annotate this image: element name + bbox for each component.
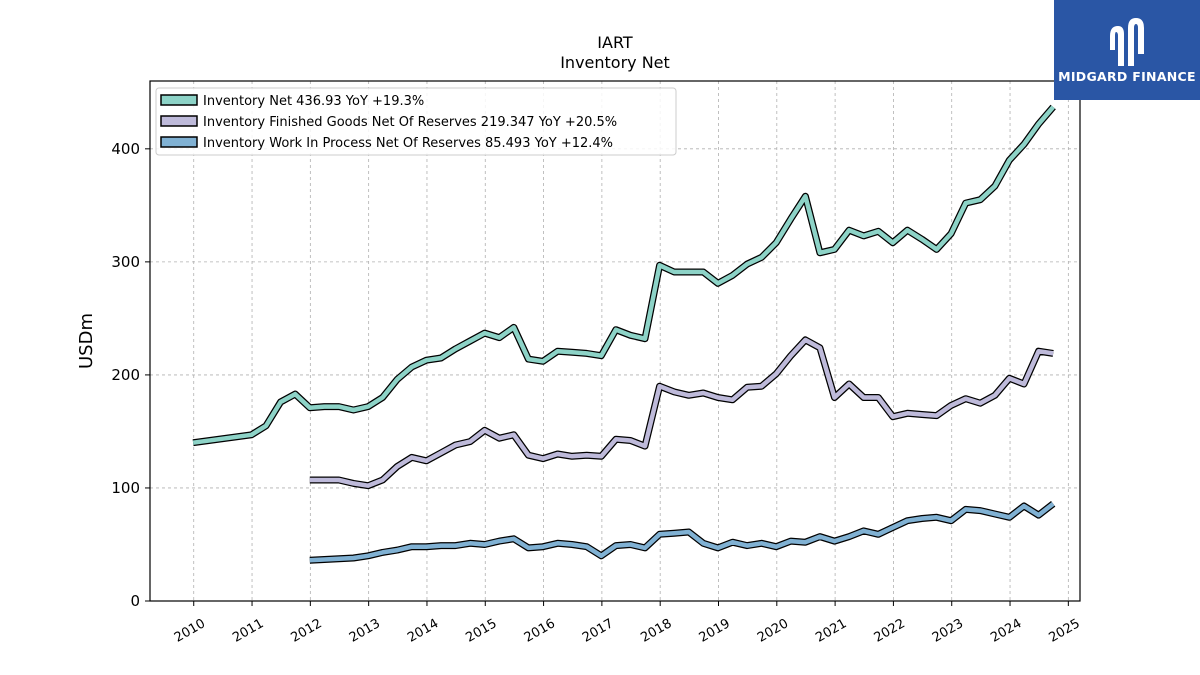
x-tick-label: 2015 [463, 616, 499, 646]
y-tick-label: 400 [111, 140, 140, 158]
x-tick-label: 2024 [988, 616, 1024, 646]
x-tick-label: 2025 [1047, 616, 1083, 646]
series-line-1 [309, 337, 1054, 488]
x-tick-label: 2012 [289, 616, 325, 646]
ticks: 2010 2011 2012 2013 2014 2015 2016 2017 2018 2019… [111, 140, 1082, 646]
chart-title: IART [597, 33, 633, 52]
legend-swatch-2 [160, 136, 198, 148]
x-tick-label: 2018 [638, 616, 674, 646]
x-tick-label: 2014 [405, 616, 441, 646]
x-tick-label: 2017 [580, 616, 616, 646]
y-axis-label: USDm [76, 313, 97, 369]
x-tick-label: 2011 [230, 616, 266, 646]
y-tick-label: 200 [111, 366, 140, 384]
legend-box [155, 87, 677, 156]
legend-label-2: Inventory Work In Process Net Of Reserve… [203, 136, 613, 151]
legend-swatch-1 [160, 115, 198, 127]
series-layer [192, 104, 1056, 564]
series-line-0 [192, 105, 1055, 445]
legend-swatch-0 [160, 94, 198, 106]
x-tick-label: 2019 [697, 616, 733, 646]
x-tick-label: 2023 [930, 616, 966, 646]
logo-mark-icon [1110, 18, 1144, 66]
legend: Inventory Net 436.93 YoY +19.3% Inventory… [155, 87, 677, 156]
y-tick-label: 300 [111, 253, 140, 271]
x-tick-label: 2022 [872, 616, 908, 646]
x-tick-label: 2020 [755, 616, 791, 646]
brand-logo: MIDGARD FINANCE [1054, 0, 1200, 100]
y-tick-label: 0 [130, 592, 140, 610]
x-tick-label: 2016 [522, 616, 558, 646]
grid [150, 81, 1080, 602]
chart-subtitle: Inventory Net [560, 53, 670, 72]
x-tick-label: 2010 [172, 616, 208, 646]
legend-label-0: Inventory Net 436.93 YoY +19.3% [203, 94, 424, 109]
logo-text: MIDGARD FINANCE [1058, 69, 1196, 84]
plot-frame [149, 80, 1081, 602]
x-tick-label: 2013 [347, 616, 383, 646]
legend-label-1: Inventory Finished Goods Net Of Reserves… [203, 115, 617, 130]
x-tick-label: 2021 [813, 616, 849, 646]
y-tick-label: 100 [111, 479, 140, 497]
series-outline-0 [192, 104, 1056, 447]
series-line-2 [309, 502, 1055, 563]
